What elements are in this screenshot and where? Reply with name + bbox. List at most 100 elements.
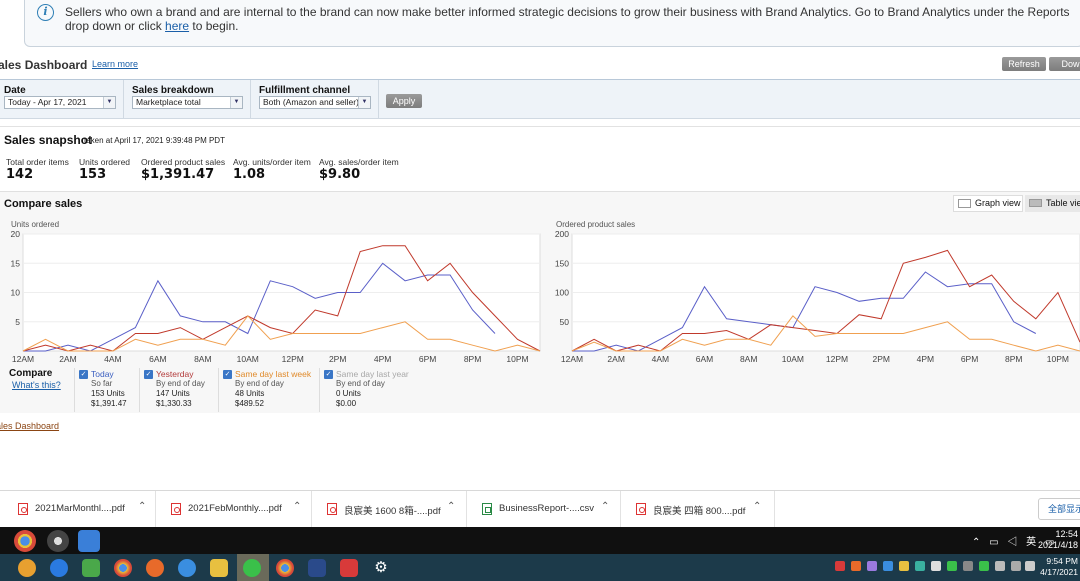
tray-icon[interactable]	[851, 561, 861, 571]
chrome-icon[interactable]	[276, 559, 294, 577]
refresh-button[interactable]: Refresh	[1002, 57, 1046, 71]
fulfillment-label: Fulfillment channel	[259, 85, 351, 96]
download-filename: 2021FebMonthly....pdf	[188, 503, 282, 514]
folder-icon[interactable]	[210, 559, 228, 577]
tray-icon[interactable]	[867, 561, 877, 571]
table-view-button[interactable]: Table vie	[1025, 195, 1080, 212]
chrome-icon[interactable]	[14, 530, 36, 552]
legend-line2: 153 Units	[91, 389, 125, 398]
graph-view-button[interactable]: Graph view	[953, 195, 1023, 212]
legend-line2: 48 Units	[235, 389, 265, 398]
tray-icon[interactable]	[899, 561, 909, 571]
search-icon[interactable]	[18, 559, 36, 577]
x-tick-label: 8AM	[194, 354, 211, 364]
banner-text-end: to begin.	[189, 19, 239, 33]
wechat-icon[interactable]	[243, 559, 261, 577]
checkbox-last-year[interactable]: ✓	[324, 370, 333, 379]
tray-icon[interactable]	[883, 561, 893, 571]
tray-icon[interactable]	[915, 561, 925, 571]
y-tick-label: 50	[560, 317, 570, 327]
firefox-icon[interactable]	[146, 559, 164, 577]
compare-sales-title: Compare sales	[4, 198, 83, 210]
legend-last-year[interactable]: ✓ Same day last year By end of day 0 Uni…	[319, 368, 419, 412]
date-select[interactable]: Today - Apr 17, 2021 ▼	[4, 96, 116, 109]
legend-line3: $489.52	[235, 399, 264, 408]
x-tick-label: 8PM	[1005, 354, 1022, 364]
legend-last-week[interactable]: ✓ Same day last week By end of day 48 Un…	[218, 368, 318, 412]
download-item[interactable]: 2021FebMonthly....pdf ⌃	[157, 491, 312, 527]
sales-dashboard-link[interactable]: ales Dashboard	[0, 421, 60, 431]
x-tick-label: 6PM	[419, 354, 436, 364]
legend-yesterday[interactable]: ✓ Yesterday By end of day 147 Units $1,3…	[139, 368, 217, 412]
tray-icon[interactable]	[963, 561, 973, 571]
chevron-up-icon[interactable]: ⌃	[601, 501, 610, 512]
learn-more-link[interactable]: Learn more	[92, 59, 139, 69]
x-tick-label: 8AM	[740, 354, 757, 364]
tray-icon[interactable]	[931, 561, 941, 571]
series-line-today	[572, 271, 1037, 352]
clock[interactable]: 9:54 PM 4/17/2021	[1034, 556, 1078, 578]
y-tick-label: 10	[11, 288, 21, 298]
units-ordered-chart: 5 10 15 20 12AM 2AM 4AM 6AM 8AM 10AM 12PM 2PM 4PM 6PM…	[11, 229, 541, 364]
chevron-up-icon[interactable]: ⌃	[293, 501, 302, 512]
stat-label: Ordered product sales	[141, 157, 226, 167]
chevron-up-icon[interactable]: ⌃	[138, 501, 147, 512]
download-item[interactable]: 良宸美 四箱 800....pdf ⌃	[622, 491, 775, 527]
x-tick-label: 12PM	[282, 354, 304, 364]
legend-today[interactable]: ✓ Today So far 153 Units $1,391.47	[74, 368, 146, 412]
app-icon[interactable]	[178, 559, 196, 577]
checkbox-today[interactable]: ✓	[79, 370, 88, 379]
chevron-up-icon[interactable]: ⌃	[447, 501, 456, 512]
x-tick-label: 6AM	[696, 354, 713, 364]
tray-icon[interactable]	[979, 561, 989, 571]
taskbar-upper	[0, 527, 1080, 554]
checkbox-last-week[interactable]: ✓	[223, 370, 232, 379]
table-icon	[1029, 199, 1042, 207]
tray-icon[interactable]	[947, 561, 957, 571]
series-line-yesterday	[22, 245, 541, 352]
chrome-icon[interactable]	[114, 559, 132, 577]
graph-view-label: Graph view	[975, 198, 1021, 208]
app-icon[interactable]	[78, 530, 100, 552]
app-icon[interactable]	[47, 530, 69, 552]
ime-indicator[interactable]: 英	[1026, 537, 1040, 548]
legend-line1: By end of day	[235, 379, 284, 388]
fulfillment-value: Both (Amazon and seller)	[263, 97, 359, 107]
snapshot-panel	[0, 126, 1080, 188]
fulfillment-select[interactable]: Both (Amazon and seller) ▼	[259, 96, 371, 109]
clock-time: 12:54	[1055, 529, 1078, 539]
breakdown-select[interactable]: Marketplace total ▼	[132, 96, 243, 109]
app-icon[interactable]	[50, 559, 68, 577]
wps-icon[interactable]	[340, 559, 358, 577]
download-item[interactable]: BusinessReport-....csv ⌃	[468, 491, 621, 527]
pdf-file-icon	[327, 503, 337, 515]
download-item[interactable]: 2021MarMonthl....pdf ⌃	[4, 491, 156, 527]
show-all-button[interactable]: 全部显示	[1038, 498, 1080, 520]
download-button[interactable]: Downl	[1049, 57, 1080, 71]
legend-line2: 0 Units	[336, 389, 361, 398]
table-view-label: Table vie	[1046, 198, 1080, 208]
download-item[interactable]: 良宸美 1600 8箱-....pdf ⌃	[313, 491, 467, 527]
system-tray-icons[interactable]: ⌃ ▭ ◁ 英 ▭	[972, 537, 1058, 548]
volume-icon[interactable]	[1025, 561, 1035, 571]
apply-button[interactable]: Apply	[386, 94, 422, 108]
network-icon[interactable]	[1011, 561, 1021, 571]
app-icon[interactable]	[308, 559, 326, 577]
whats-this-link[interactable]: What's this?	[12, 380, 61, 390]
clock[interactable]: 12:54 2021/4/18	[1034, 529, 1078, 551]
x-tick-label: 4PM	[917, 354, 934, 364]
stat-label: Avg. sales/order item	[319, 157, 399, 167]
checkbox-yesterday[interactable]: ✓	[144, 370, 153, 379]
chevron-up-icon[interactable]: ⌃	[753, 501, 762, 512]
download-filename: 良宸美 四箱 800....pdf	[653, 506, 746, 517]
stat-value: $1,391.47	[141, 167, 215, 182]
app-icon[interactable]	[82, 559, 100, 577]
gear-icon[interactable]: ⚙	[374, 559, 388, 576]
tray-icon[interactable]	[995, 561, 1005, 571]
banner-here-link[interactable]: here	[165, 19, 190, 33]
y-tick-label: 200	[555, 229, 569, 239]
tray-icon[interactable]	[835, 561, 845, 571]
legend-name: Yesterday	[156, 369, 194, 379]
banner-message: Sellers who own a brand and are internal…	[65, 5, 1075, 33]
stat-label: Units ordered	[79, 157, 131, 167]
